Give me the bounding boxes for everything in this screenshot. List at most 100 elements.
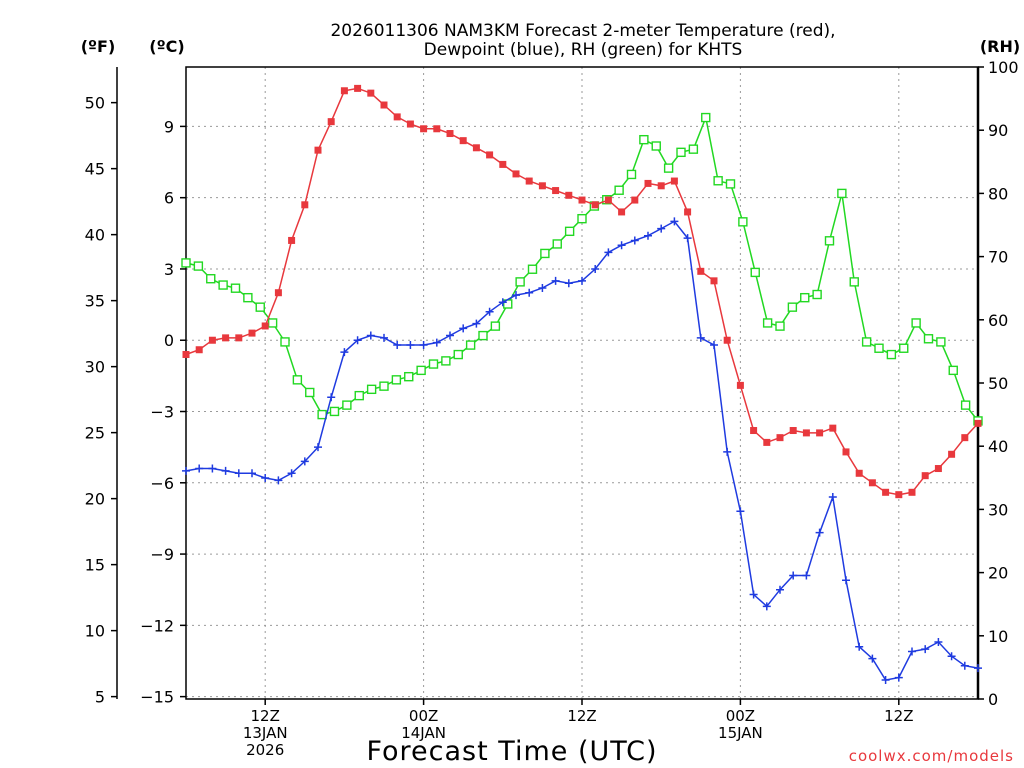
- f-tick-label-6: 20: [85, 490, 105, 509]
- rh-point-51: [812, 289, 822, 300]
- temperature-point-5: [248, 329, 256, 337]
- rh-point-18: [404, 371, 414, 382]
- dewpoint-point-28: [551, 276, 560, 285]
- rh-point-25: [490, 321, 501, 331]
- f-tick-label-2: 40: [85, 226, 105, 245]
- rh-point-56: [874, 343, 884, 353]
- rh-point-50: [800, 292, 810, 303]
- temperature-point-42: [736, 381, 744, 389]
- temperature-point-20: [446, 130, 454, 138]
- temperature-point-4: [235, 334, 243, 342]
- dewpoint-point-57: [934, 637, 943, 646]
- c-tick-label-1: 6: [164, 189, 174, 208]
- rh-point-62: [948, 365, 958, 376]
- rh-tick-label-5: 50: [988, 374, 1008, 393]
- c-tick-label-3: 0: [164, 331, 174, 350]
- dewpoint-point-48: [815, 528, 824, 537]
- dewpoint-point-53: [881, 675, 890, 684]
- dewpoint-point-2: [208, 464, 217, 473]
- c-tick-label-4: −3: [150, 403, 174, 422]
- temperature-point-27: [538, 182, 546, 190]
- rh-point-35: [614, 185, 624, 195]
- rh-point-45: [738, 217, 748, 227]
- dewpoint-point-25: [512, 291, 520, 300]
- right-unit-rh: (RH): [980, 37, 1020, 56]
- temperature-point-24: [499, 160, 507, 168]
- x-tick-label-1-0: 00Z: [409, 707, 438, 725]
- rh-tick-label-7: 30: [988, 500, 1008, 519]
- dewpoint-point-4: [234, 469, 243, 478]
- rh-point-7: [267, 318, 278, 328]
- dewpoint-point-9: [300, 457, 309, 466]
- rh-tick-label-1: 90: [988, 121, 1008, 140]
- dewpoint-point-36: [657, 224, 666, 233]
- x-tick-label-3-0: 00Z: [726, 707, 755, 725]
- dewpoint-point-10: [314, 443, 322, 452]
- rh-point-49: [787, 302, 798, 312]
- rh-point-11: [317, 409, 327, 420]
- dewpoint-point-15: [380, 333, 388, 342]
- rh-point-43: [713, 176, 723, 186]
- celsius-axis: 9 6 3 0 −3 −6 −9 −12 −15: [140, 117, 186, 707]
- dewpoint-point-52: [868, 654, 877, 663]
- f-tick-label-1: 45: [85, 160, 105, 179]
- rh-point-6: [255, 302, 265, 312]
- temperature-point-51: [855, 469, 863, 477]
- series-dewpoint: [182, 217, 982, 684]
- x-tick-label-0-2: 2026: [246, 741, 284, 759]
- dewpoint-point-27: [538, 283, 547, 292]
- temperature-point-47: [802, 429, 810, 437]
- rh-point-27: [515, 277, 525, 287]
- dewpoint-point-58: [947, 652, 956, 661]
- rh-point-38: [651, 141, 661, 151]
- dewpoint-point-44: [762, 602, 771, 611]
- rh-point-58: [899, 343, 909, 353]
- rh-point-46: [750, 267, 760, 278]
- c-tick-label-6: −9: [150, 545, 174, 564]
- dewpoint-point-39: [696, 333, 705, 342]
- rh-point-29: [540, 248, 550, 259]
- dewpoint-point-7: [274, 476, 283, 485]
- f-tick-label-0: 50: [85, 94, 105, 113]
- dewpoint-point-37: [670, 217, 679, 226]
- dewpoint-point-49: [828, 493, 837, 502]
- rh-point-54: [849, 277, 859, 287]
- dewpoint-point-21: [459, 324, 468, 333]
- dewpoint-point-41: [723, 447, 732, 456]
- f-tick-label-3: 35: [85, 292, 105, 311]
- temperature-point-15: [380, 101, 388, 109]
- temperature-point-11: [327, 118, 335, 126]
- dewpoint-point-47: [802, 571, 811, 580]
- temperature-point-17: [406, 120, 414, 128]
- rh-point-41: [688, 144, 699, 154]
- dewpoint-point-30: [578, 276, 586, 285]
- dewpoint-point-32: [604, 248, 613, 257]
- rh-tick-label-10: 0: [988, 690, 998, 709]
- temperature-point-37: [670, 177, 678, 185]
- c-tick-label-7: −12: [140, 616, 174, 635]
- rh-point-23: [465, 340, 476, 350]
- temperature-point-18: [420, 125, 428, 133]
- rh-point-32: [577, 213, 587, 224]
- dewpoint-point-24: [498, 298, 507, 307]
- temperature-point-32: [604, 196, 612, 204]
- temperature-point-45: [776, 434, 784, 442]
- fahrenheit-axis: 50 45 40 35 30 25 20 15 10 5: [85, 67, 118, 707]
- dewpoint-point-13: [353, 336, 362, 345]
- temperature-point-44: [763, 438, 771, 446]
- dewpoint-point-35: [644, 231, 652, 240]
- temperature-point-12: [340, 87, 348, 95]
- temperature-point-36: [657, 182, 665, 190]
- temperature-point-39: [697, 267, 705, 275]
- dewpoint-point-51: [855, 642, 864, 651]
- temperature-point-26: [525, 177, 533, 185]
- dewpoint-point-14: [366, 331, 375, 340]
- f-tick-label-7: 15: [85, 556, 105, 575]
- x-axis-label: Forecast Time (UTC): [366, 736, 657, 767]
- dewpoint-point-3: [221, 466, 230, 475]
- rh-point-13: [342, 400, 352, 410]
- rh-point-5: [243, 292, 253, 303]
- credit-text: coolwx.com/models: [849, 747, 1014, 765]
- rh-point-8: [280, 337, 290, 347]
